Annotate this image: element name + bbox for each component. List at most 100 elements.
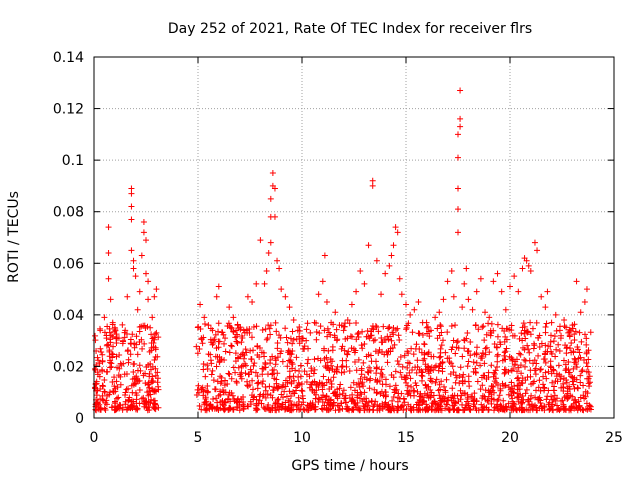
data-point-bg xyxy=(517,362,524,369)
data-point-bg xyxy=(449,363,456,370)
data-point-bg xyxy=(425,406,432,413)
data-point-bg xyxy=(368,398,375,405)
data-point-bg xyxy=(367,352,374,359)
data-point-bg xyxy=(350,379,357,386)
data-point-bg xyxy=(141,340,148,347)
data-point-bg xyxy=(125,397,132,404)
data-point xyxy=(124,293,131,300)
data-point-bg xyxy=(488,362,495,369)
data-point-bg xyxy=(555,362,562,369)
data-point-bg xyxy=(442,387,449,394)
data-point-bg xyxy=(149,373,156,380)
data-point-bg xyxy=(537,399,544,406)
data-point-bg xyxy=(365,369,372,376)
data-point xyxy=(369,182,376,189)
data-point-bg xyxy=(477,355,484,362)
data-point-bg xyxy=(96,360,103,367)
data-point-bg xyxy=(392,387,399,394)
data-point-bg xyxy=(364,328,371,335)
data-point-bg xyxy=(227,324,234,331)
data-point-bg xyxy=(480,323,487,330)
data-point-bg xyxy=(100,397,107,404)
data-point-bg xyxy=(321,355,328,362)
data-point-bg xyxy=(326,406,333,413)
data-point xyxy=(274,257,281,264)
data-point-bg xyxy=(237,326,244,333)
data-point-bg xyxy=(566,369,573,376)
data-point-bg xyxy=(245,403,252,410)
data-point xyxy=(502,306,509,313)
data-point xyxy=(134,306,141,313)
data-point-bg xyxy=(342,320,349,327)
data-point-bg xyxy=(152,330,159,337)
data-point-bg xyxy=(432,379,439,386)
data-point-bg xyxy=(427,367,434,374)
data-point-bg xyxy=(547,332,554,339)
data-point-bg xyxy=(124,348,131,355)
data-point-bg xyxy=(532,371,539,378)
data-point-bg xyxy=(525,346,532,353)
data-point-bg xyxy=(570,365,577,372)
data-point-bg xyxy=(370,406,377,413)
data-point xyxy=(271,185,278,192)
data-point-bg xyxy=(260,365,267,372)
data-point-bg xyxy=(355,380,362,387)
data-point-bg xyxy=(543,375,550,382)
data-point-bg xyxy=(363,353,370,360)
data-point xyxy=(448,268,455,275)
data-point-bg xyxy=(321,345,328,352)
data-point-bg xyxy=(209,341,216,348)
data-point-bg xyxy=(404,387,411,394)
data-point-bg xyxy=(215,320,222,327)
data-point-bg xyxy=(449,402,456,409)
data-point-bg xyxy=(577,372,584,379)
data-point-bg xyxy=(495,396,502,403)
data-point xyxy=(552,311,559,318)
data-point-bg xyxy=(359,328,366,335)
data-point-bg xyxy=(204,383,211,390)
data-point-bg xyxy=(120,338,127,345)
data-point-bg xyxy=(452,322,459,329)
data-point-bg xyxy=(374,377,381,384)
data-point-bg xyxy=(428,378,435,385)
data-point-bg xyxy=(146,388,153,395)
data-point-bg xyxy=(430,400,437,407)
data-point-bg xyxy=(142,370,149,377)
data-point-bg xyxy=(279,358,286,365)
data-point-bg xyxy=(413,369,420,376)
data-point-bg xyxy=(145,381,152,388)
data-point xyxy=(444,278,451,285)
ticks xyxy=(93,56,615,419)
data-point-bg xyxy=(508,327,515,334)
data-point-bg xyxy=(479,349,486,356)
data-point-bg xyxy=(274,354,281,361)
data-point-bg xyxy=(237,371,244,378)
data-point-bg xyxy=(564,388,571,395)
data-point-bg xyxy=(269,387,276,394)
data-point-bg xyxy=(296,367,303,374)
data-point-bg xyxy=(324,333,331,340)
data-point-bg xyxy=(586,383,593,390)
data-point-bg xyxy=(584,363,591,370)
data-point-bg xyxy=(474,344,481,351)
data-point-bg xyxy=(265,322,272,329)
data-point-bg xyxy=(372,323,379,330)
data-point-bg xyxy=(574,344,581,351)
data-point-bg xyxy=(540,356,547,363)
data-point-bg xyxy=(113,406,120,413)
data-point-bg xyxy=(373,324,380,331)
data-point-bg xyxy=(340,387,347,394)
data-point-bg xyxy=(226,404,233,411)
data-point-bg xyxy=(453,407,460,414)
data-point-bg xyxy=(303,326,310,333)
data-point xyxy=(278,286,285,293)
data-point-bg xyxy=(198,406,205,413)
data-point-bg xyxy=(388,337,395,344)
data-point-bg xyxy=(555,341,562,348)
data-point-bg xyxy=(533,319,540,326)
data-point-bg xyxy=(193,343,200,350)
data-point xyxy=(411,306,418,313)
data-point xyxy=(209,327,216,334)
data-point xyxy=(215,283,222,290)
data-point-bg xyxy=(411,392,418,399)
